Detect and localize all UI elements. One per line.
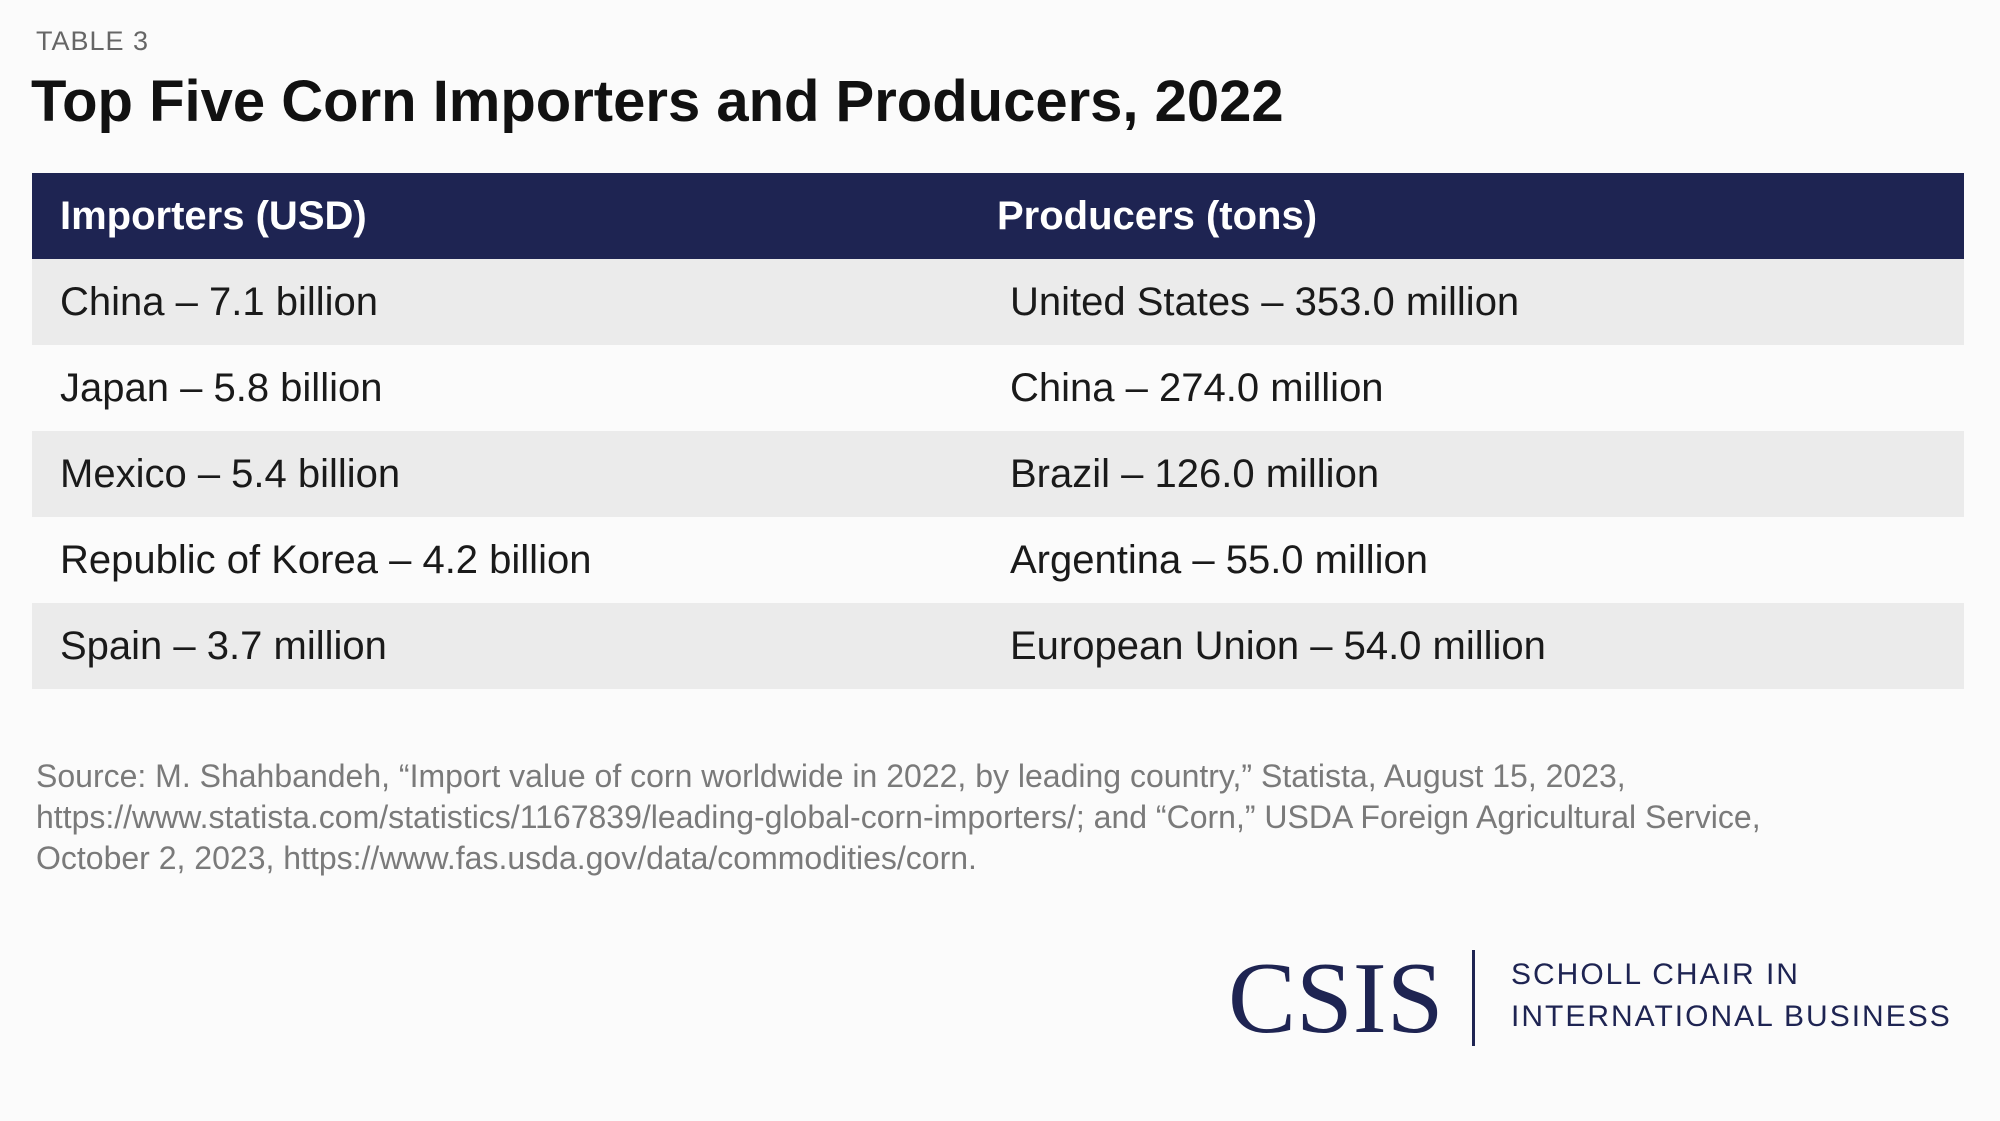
table-cell: Brazil – 126.0 million xyxy=(1010,451,1380,496)
table-cell: Spain – 3.7 million xyxy=(60,623,387,668)
table-row: China – 7.1 billion United States – 353.0… xyxy=(32,259,1964,345)
logo-divider xyxy=(1472,950,1475,1046)
table-row: Republic of Korea – 4.2 billion Argentina… xyxy=(32,517,1964,603)
org-name: SCHOLL CHAIR IN xyxy=(1511,958,1800,991)
header-row: Importers (USD) Producers (tons) xyxy=(32,173,1964,259)
source-note: Source: M. Shahbandeh, “Import value of … xyxy=(36,758,1761,876)
title: Top Five Corn Importers and Producers, 2… xyxy=(31,69,1284,134)
org-name: INTERNATIONAL BUSINESS xyxy=(1511,1000,1952,1033)
table: Importers (USD) Producers (tons) China – 7… xyxy=(32,173,1964,689)
table-label: TABLE 3 xyxy=(36,26,150,56)
table-row: Mexico – 5.4 billion Brazil – 126.0 milli… xyxy=(32,431,1964,517)
table-cell: European Union – 54.0 million xyxy=(1010,623,1546,668)
column-header: Importers (USD) xyxy=(60,193,367,238)
table-cell: Republic of Korea – 4.2 billion xyxy=(60,537,592,582)
table-cell: United States – 353.0 million xyxy=(1010,279,1520,324)
table-row: Spain – 3.7 million European Union – 54.0… xyxy=(32,603,1964,689)
column-header: Producers (tons) xyxy=(997,193,1318,238)
logo: CSIS xyxy=(1228,942,1444,1055)
table-row: Japan – 5.8 billion China – 274.0 million xyxy=(32,345,1964,431)
table-cell: Argentina – 55.0 million xyxy=(1010,537,1429,582)
table-cell: China – 7.1 billion xyxy=(60,279,378,324)
table-cell: Mexico – 5.4 billion xyxy=(60,451,401,496)
table-cell: Japan – 5.8 billion xyxy=(60,365,383,410)
table-cell: China – 274.0 million xyxy=(1010,365,1384,410)
